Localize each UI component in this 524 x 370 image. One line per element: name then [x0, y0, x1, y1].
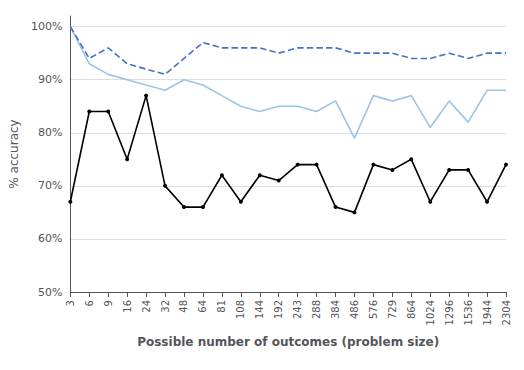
svg-text:60%: 60%	[38, 232, 62, 245]
svg-text:Possible number of outcomes (p: Possible number of outcomes (problem siz…	[137, 335, 439, 349]
svg-text:864: 864	[406, 300, 417, 319]
svg-text:729: 729	[387, 300, 398, 319]
svg-text:144: 144	[254, 300, 265, 319]
svg-text:81: 81	[216, 300, 227, 313]
svg-text:3: 3	[65, 300, 76, 306]
svg-text:48: 48	[178, 300, 189, 313]
svg-text:288: 288	[311, 300, 322, 319]
svg-text:90%: 90%	[38, 73, 62, 86]
svg-text:9: 9	[103, 300, 114, 306]
svg-text:108: 108	[235, 300, 246, 319]
svg-text:576: 576	[368, 300, 379, 319]
svg-text:100%: 100%	[31, 20, 62, 33]
svg-text:70%: 70%	[38, 179, 62, 192]
svg-text:50%: 50%	[38, 286, 62, 299]
svg-text:64: 64	[197, 300, 208, 313]
svg-text:486: 486	[349, 300, 360, 319]
svg-text:80%: 80%	[38, 126, 62, 139]
svg-text:6: 6	[84, 300, 95, 306]
svg-text:% accuracy: % accuracy	[7, 119, 21, 188]
svg-text:192: 192	[273, 300, 284, 319]
svg-text:16: 16	[122, 300, 133, 313]
svg-text:384: 384	[330, 300, 341, 319]
svg-text:1536: 1536	[463, 300, 474, 325]
svg-text:32: 32	[160, 300, 171, 313]
svg-text:1944: 1944	[482, 300, 493, 325]
svg-text:1296: 1296	[444, 300, 455, 325]
svg-text:24: 24	[141, 300, 152, 313]
svg-text:243: 243	[292, 300, 303, 319]
svg-text:1024: 1024	[425, 300, 436, 325]
svg-text:2304: 2304	[501, 300, 512, 325]
